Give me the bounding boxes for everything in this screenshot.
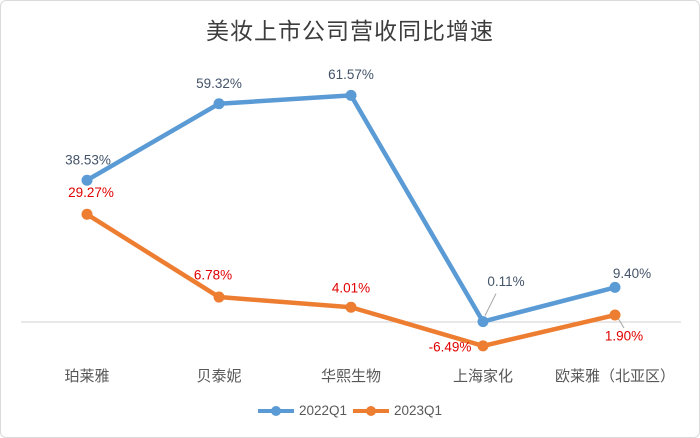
data-label-leader-line <box>617 317 625 329</box>
data-point-marker-s0-0 <box>81 174 93 186</box>
data-point-marker-s1-0 <box>81 208 93 220</box>
category-label-0: 珀莱雅 <box>64 369 110 385</box>
legend-line-marker-icon <box>257 405 294 416</box>
data-label-s1-3: -6.49% <box>429 339 472 354</box>
legend-item-2023Q1: 2023Q1 <box>353 403 442 418</box>
data-label-s1-4: 1.90% <box>605 329 643 344</box>
data-point-marker-s0-3 <box>477 316 489 328</box>
category-label-4: 欧莱雅（北亚区） <box>554 369 676 385</box>
data-point-marker-s1-1 <box>213 291 225 303</box>
legend-label-2023Q1: 2023Q1 <box>394 403 443 418</box>
data-point-marker-s1-4 <box>609 309 621 321</box>
data-point-marker-s1-3 <box>477 340 489 352</box>
legend-item-2022Q1: 2022Q1 <box>257 403 347 418</box>
category-axis: 珀莱雅 贝泰妮 华熙生物 上海家化 欧莱雅（北亚区） <box>1 365 699 387</box>
data-label-leader-line <box>484 293 497 316</box>
data-point-marker-s1-2 <box>345 301 357 313</box>
data-point-marker-s0-4 <box>609 281 621 293</box>
data-label-s0-3: 0.11% <box>487 274 524 289</box>
category-label-1: 贝泰妮 <box>196 369 242 385</box>
legend-swatch-marker <box>366 405 376 416</box>
data-label-s0-4: 9.40% <box>613 266 651 281</box>
data-label-s1-1: 6.78% <box>194 268 232 283</box>
legend-label-2022Q1: 2022Q1 <box>298 403 347 418</box>
data-label-s0-0: 38.53% <box>65 153 111 168</box>
category-label-2: 华熙生物 <box>320 369 382 385</box>
category-label-3: 上海家化 <box>452 369 514 385</box>
chart-title: 美妆上市公司营收同比增速 <box>206 19 494 44</box>
data-label-s0-1: 59.32% <box>196 76 242 91</box>
data-label-s1-0: 29.27% <box>68 185 114 200</box>
legend-swatch-marker <box>270 405 281 416</box>
legend: 2022Q1 2023Q1 <box>1 403 699 418</box>
legend-line-marker-icon <box>353 405 389 416</box>
data-label-s1-2: 4.01% <box>332 281 370 296</box>
data-point-marker-s0-2 <box>345 89 357 101</box>
data-label-s0-2: 61.57% <box>328 67 374 82</box>
data-point-marker-s0-1 <box>213 98 225 110</box>
